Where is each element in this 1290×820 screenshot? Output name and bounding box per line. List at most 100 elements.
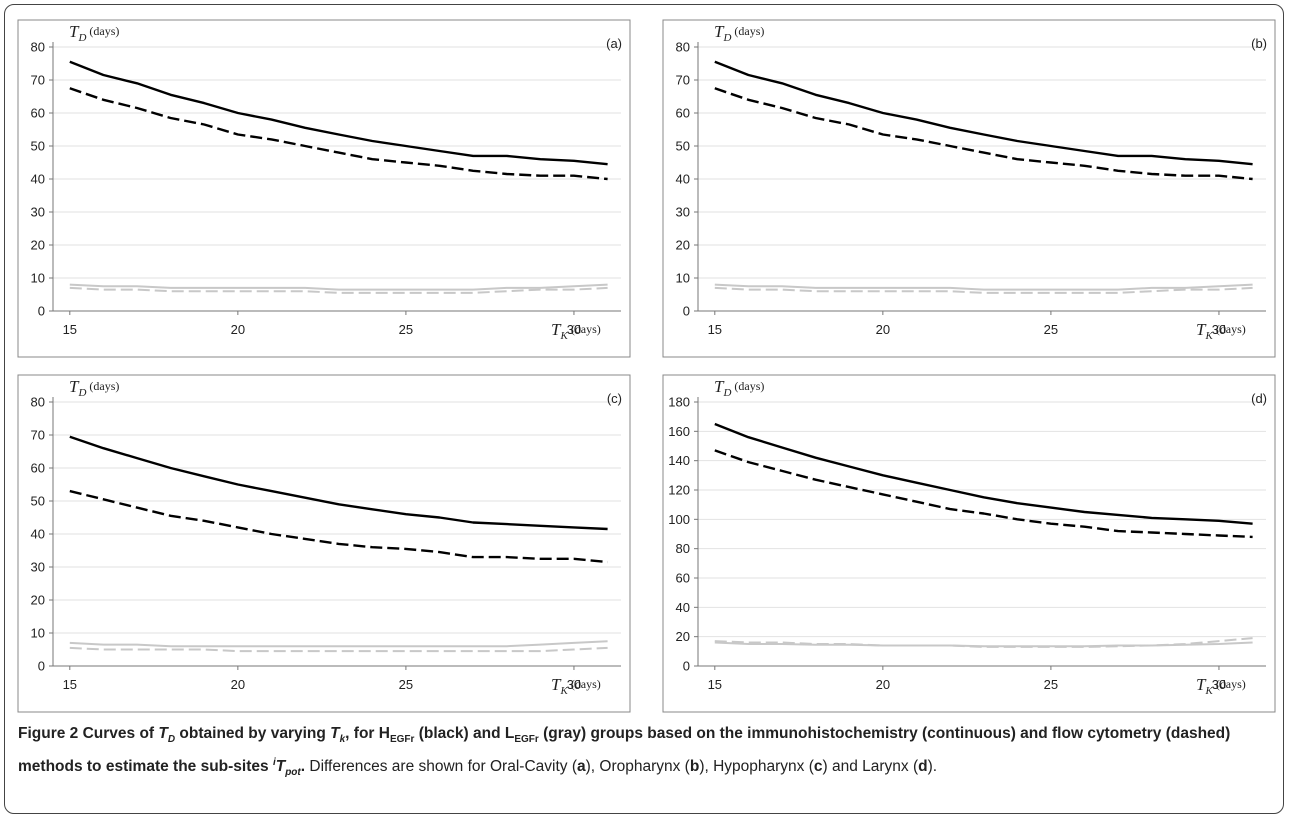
x-axis-label-symbol: T bbox=[1196, 320, 1207, 339]
line-series bbox=[714, 637, 1253, 648]
caption-text: . bbox=[300, 758, 306, 776]
y-axis-label-symbol: T bbox=[69, 22, 80, 41]
x-axis-label: TK (days) bbox=[551, 320, 601, 342]
x-axis-label-unit: (days) bbox=[571, 322, 601, 336]
caption-text: , for H bbox=[345, 725, 390, 742]
caption-text: ) and Larynx ( bbox=[822, 758, 919, 776]
y-tick-label: 60 bbox=[676, 571, 690, 586]
y-tick-label: 60 bbox=[676, 106, 690, 121]
y-axis-label-unit: (days) bbox=[734, 379, 764, 393]
panel-label: (b) bbox=[1251, 36, 1267, 51]
caption-text: Figure 2 bbox=[18, 725, 79, 742]
line-series bbox=[714, 60, 1253, 166]
y-tick-label: 80 bbox=[31, 40, 45, 55]
line-series bbox=[69, 489, 608, 564]
y-axis-label: TD (days) bbox=[714, 22, 764, 44]
y-tick-label: 30 bbox=[676, 205, 690, 220]
panel-label: (c) bbox=[607, 391, 622, 406]
caption-text: (gray) groups based on the immunohistoch… bbox=[18, 725, 1231, 776]
y-tick-label: 10 bbox=[31, 626, 45, 641]
y-tick-label: 60 bbox=[31, 461, 45, 476]
caption-text: Differences are shown for Oral-Cavity ( bbox=[305, 758, 577, 776]
x-tick-label: 25 bbox=[399, 677, 413, 692]
y-tick-label: 10 bbox=[31, 271, 45, 286]
x-tick-label: 20 bbox=[231, 677, 245, 692]
caption-text: i bbox=[272, 757, 276, 769]
x-axis-label-sub: K bbox=[559, 685, 568, 697]
y-tick-label: 20 bbox=[31, 238, 45, 253]
y-tick-label: 60 bbox=[31, 106, 45, 121]
caption-text: T bbox=[158, 725, 168, 742]
caption-text: ), Oropharynx ( bbox=[585, 758, 690, 776]
x-tick-label: 20 bbox=[231, 322, 245, 337]
panel-frame bbox=[17, 19, 631, 358]
panel-label: (a) bbox=[606, 36, 622, 51]
caption-text: Figure 2 Curves of TD obtained by varyin… bbox=[18, 725, 1231, 779]
caption: Figure 2 Curves of TD obtained by varyin… bbox=[18, 722, 1268, 784]
x-tick-label: 30 bbox=[1212, 322, 1226, 337]
y-tick-label: 0 bbox=[38, 304, 45, 319]
y-axis-label-symbol: T bbox=[714, 22, 725, 41]
y-tick-label: 40 bbox=[31, 172, 45, 187]
y-tick-label: 100 bbox=[668, 512, 690, 527]
x-tick-label: 20 bbox=[876, 322, 890, 337]
line-series bbox=[69, 286, 608, 294]
y-tick-label: 80 bbox=[676, 541, 690, 556]
x-tick-label: 15 bbox=[708, 322, 722, 337]
caption-text: b bbox=[689, 758, 700, 776]
y-tick-label: 0 bbox=[38, 659, 45, 674]
y-tick-label: 50 bbox=[31, 494, 45, 509]
x-axis-label-symbol: T bbox=[1196, 675, 1207, 694]
x-tick-label: 15 bbox=[708, 677, 722, 692]
y-tick-label: 20 bbox=[676, 238, 690, 253]
caption-text: pot bbox=[285, 767, 301, 779]
x-axis-label-sub: K bbox=[1204, 685, 1213, 697]
x-tick-label: 25 bbox=[399, 322, 413, 337]
x-tick-label: 25 bbox=[1044, 322, 1058, 337]
caption-text: obtained by varying bbox=[175, 725, 331, 742]
x-axis-label-unit: (days) bbox=[1216, 677, 1246, 691]
line-series bbox=[714, 641, 1253, 648]
caption-text: a bbox=[576, 758, 586, 776]
x-tick-label: 20 bbox=[876, 677, 890, 692]
line-series bbox=[714, 422, 1253, 525]
y-axis-label-unit: (days) bbox=[89, 379, 119, 393]
y-tick-label: 40 bbox=[31, 527, 45, 542]
line-series bbox=[69, 283, 608, 291]
x-tick-label: 25 bbox=[1044, 677, 1058, 692]
figure-frame bbox=[4, 4, 1284, 814]
y-axis-label-symbol: T bbox=[69, 377, 80, 396]
y-tick-label: 20 bbox=[676, 629, 690, 644]
line-series bbox=[69, 60, 608, 166]
x-axis-label-unit: (days) bbox=[571, 677, 601, 691]
y-tick-label: 160 bbox=[668, 424, 690, 439]
caption-text: D bbox=[167, 734, 176, 746]
line-series bbox=[69, 87, 608, 181]
x-axis-label: TK (days) bbox=[551, 675, 601, 697]
y-tick-label: 0 bbox=[683, 304, 690, 319]
caption-text: c bbox=[813, 758, 823, 776]
x-axis-label-sub: K bbox=[559, 330, 568, 342]
y-axis-label: TD (days) bbox=[714, 377, 764, 399]
y-axis-label-sub: D bbox=[77, 387, 86, 399]
line-series bbox=[69, 640, 608, 648]
caption-text: d bbox=[918, 758, 928, 776]
panel-frame bbox=[662, 374, 1276, 713]
y-tick-label: 40 bbox=[676, 600, 690, 615]
panel-frame bbox=[17, 374, 631, 713]
y-axis-label: TD (days) bbox=[69, 377, 119, 399]
y-axis-label-sub: D bbox=[722, 387, 731, 399]
y-tick-label: 180 bbox=[668, 395, 690, 410]
caption-text: T bbox=[330, 725, 340, 742]
y-tick-label: 20 bbox=[31, 593, 45, 608]
y-axis-label-unit: (days) bbox=[734, 24, 764, 38]
line-series bbox=[69, 435, 608, 531]
x-tick-label: 15 bbox=[63, 677, 77, 692]
y-tick-label: 40 bbox=[676, 172, 690, 187]
y-tick-label: 30 bbox=[31, 560, 45, 575]
x-tick-label: 15 bbox=[63, 322, 77, 337]
y-axis-label-sub: D bbox=[722, 32, 731, 44]
